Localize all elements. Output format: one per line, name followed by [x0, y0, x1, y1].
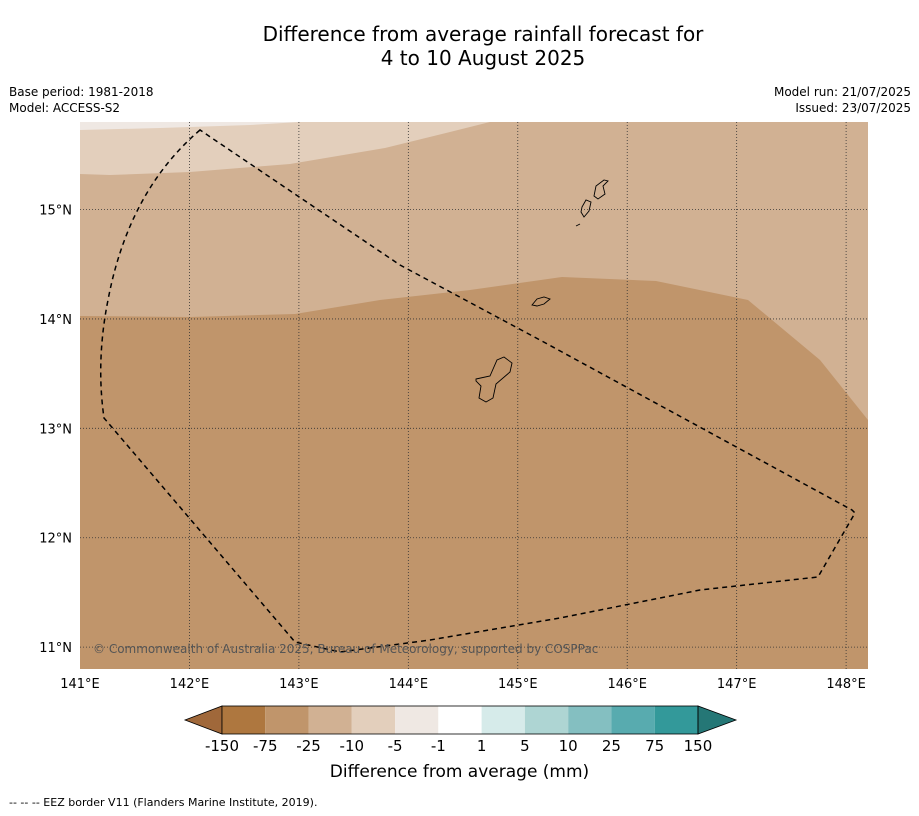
colorbar-segment: [481, 706, 525, 734]
colorbar-segment: [568, 706, 612, 734]
longitude-label: 144°E: [389, 677, 429, 692]
island-rota: [531, 296, 551, 307]
eez-border: [99, 129, 856, 653]
colorbar-labels: -150 -75 -25 -10 -5 -1 1 5 10 25 75 150: [205, 737, 712, 755]
colorbar-tick-label: 1: [477, 737, 487, 755]
latitude-label: 11°N: [39, 641, 72, 656]
colorbar-tick-label: 10: [559, 737, 578, 755]
island-guam: [475, 356, 513, 403]
colorbar-segment: [438, 706, 482, 734]
map-area: © Commonwealth of Australia 2025, Bureau…: [80, 122, 868, 669]
issued-date: Issued: 23/07/2025: [795, 101, 911, 115]
island-saipan: [593, 179, 609, 200]
longitude-label: 143°E: [279, 677, 319, 692]
latitude-label: 14°N: [39, 313, 72, 328]
colorbar-segment: [265, 706, 309, 734]
colorbar-arrow-high: [697, 705, 738, 735]
colorbar: [183, 705, 738, 735]
longitude-label: 141°E: [60, 677, 100, 692]
meta-left: Base period: 1981-2018 Model: ACCESS-S2: [9, 84, 154, 116]
colorbar-segment: [308, 706, 352, 734]
gridlines: [80, 122, 868, 669]
colorbar-segment: [351, 706, 396, 734]
island-aguijan: [575, 223, 581, 227]
colorbar-tick-label: 5: [520, 737, 530, 755]
zone-minus10: [80, 122, 490, 175]
zone-minus25: [80, 122, 868, 420]
islands: [475, 179, 609, 403]
colorbar-segment: [222, 706, 266, 734]
colorbar-tick-label: 75: [645, 737, 664, 755]
model-name: Model: ACCESS-S2: [9, 101, 121, 115]
colorbar-tick-label: -150: [205, 737, 239, 755]
latitude-label: 12°N: [39, 532, 72, 547]
latitude-labels: 15°N 14°N 13°N 12°N 11°N: [39, 204, 72, 657]
colorbar-tick-label: -5: [388, 737, 403, 755]
colorbar-arrow-low: [183, 705, 223, 735]
latitude-label: 15°N: [39, 204, 72, 219]
longitude-label: 145°E: [498, 677, 538, 692]
longitude-label: 147°E: [717, 677, 757, 692]
colorbar-outline: [221, 705, 699, 735]
colorbar-tick-label: -25: [296, 737, 321, 755]
colorbar-tick-label: -10: [340, 737, 365, 755]
title-line-2: 4 to 10 August 2025: [380, 46, 586, 70]
longitude-label: 142°E: [170, 677, 210, 692]
base-period: Base period: 1981-2018: [9, 85, 154, 99]
title-line-1: Difference from average rainfall forecas…: [262, 22, 704, 46]
colorbar-tick-label: 25: [602, 737, 621, 755]
colorbar-tick-label: -1: [431, 737, 446, 755]
copyright-text: © Commonwealth of Australia 2025, Bureau…: [93, 642, 598, 656]
longitude-labels: 141°E 142°E 143°E 144°E 145°E 146°E 147°E 148°E: [60, 677, 866, 692]
colorbar-segment: [611, 706, 655, 734]
colorbar-title: Difference from average (mm): [329, 762, 590, 782]
zone-minus5: [80, 122, 300, 130]
colorbar-segment: [654, 706, 698, 734]
longitude-label: 146°E: [607, 677, 647, 692]
island-tinian: [580, 199, 592, 218]
colorbar-tick-label: -75: [253, 737, 278, 755]
eez-footnote: -- -- -- EEZ border V11 (Flanders Marine…: [9, 796, 318, 809]
map-title: Difference from average rainfall forecas…: [0, 22, 919, 70]
model-run: Model run: 21/07/2025: [773, 85, 911, 99]
latitude-label: 13°N: [39, 422, 72, 437]
longitude-label: 148°E: [826, 677, 866, 692]
colorbar-segment: [395, 706, 439, 734]
colorbar-tick-label: 150: [684, 737, 713, 755]
colorbar-segment: [524, 706, 569, 734]
meta-right: Model run: 21/07/2025 Issued: 23/07/2025: [774, 84, 911, 116]
